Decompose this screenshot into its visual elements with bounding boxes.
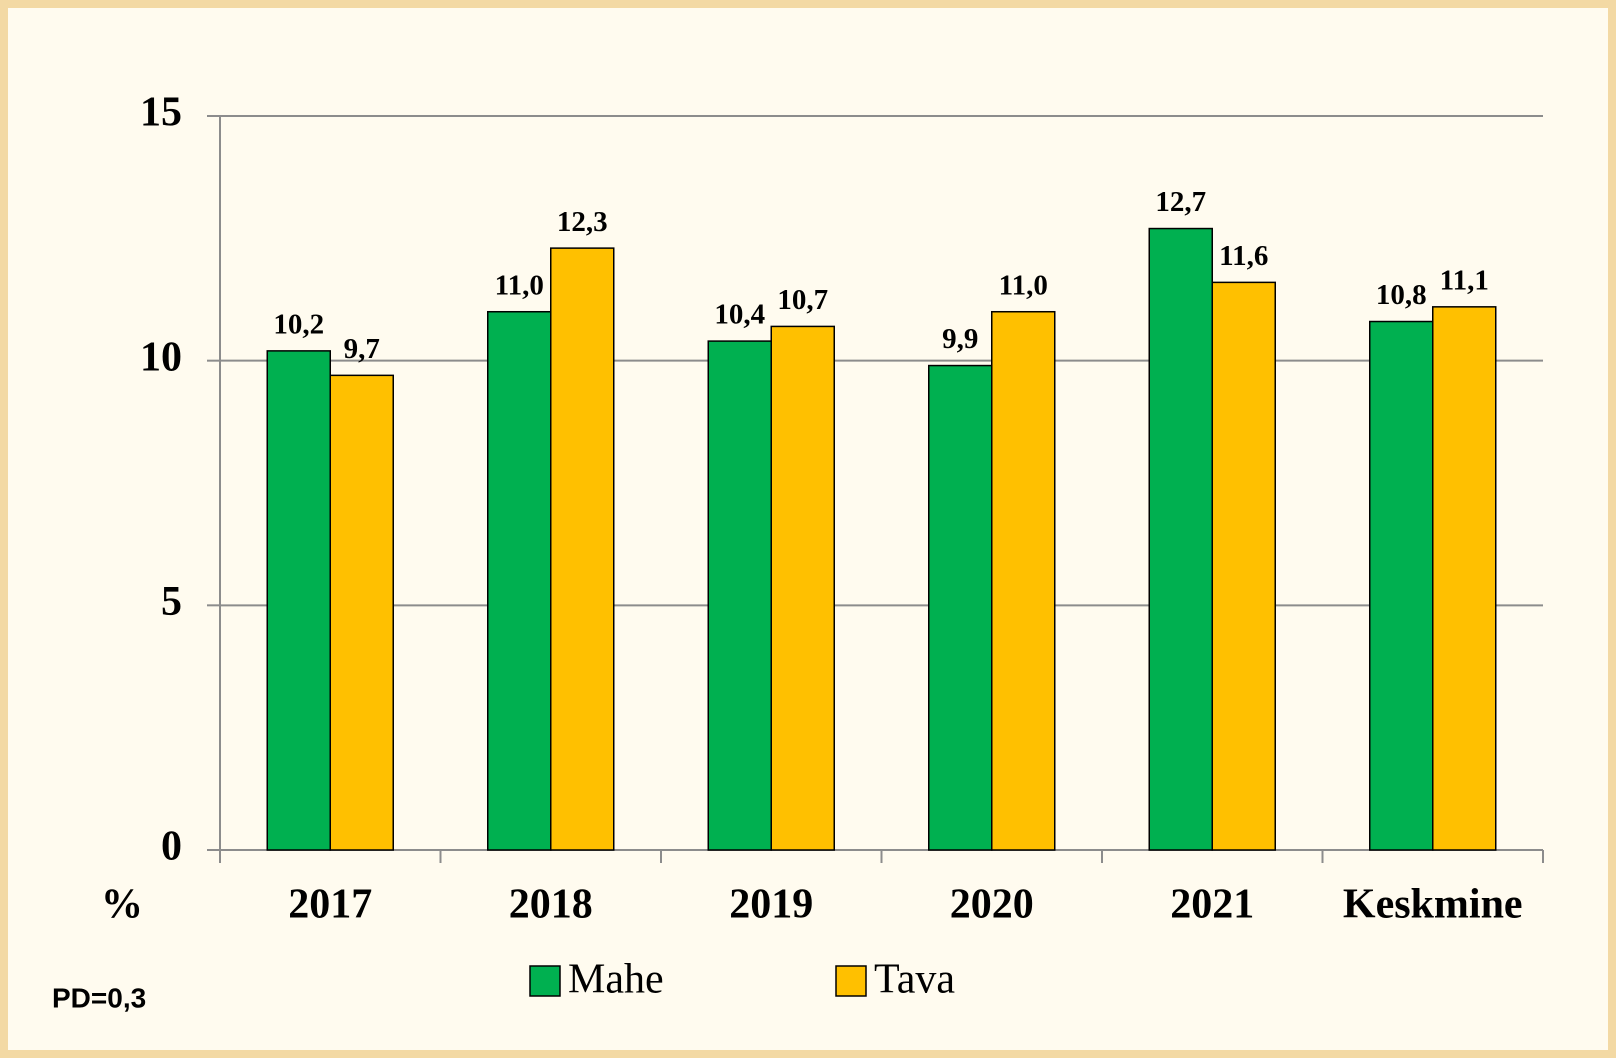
data-label: 9,9: [942, 323, 978, 355]
x-tick-label: 2021: [1170, 882, 1254, 928]
bar: [329, 374, 394, 851]
legend-swatch: [529, 965, 561, 997]
legend-swatch: [835, 965, 867, 997]
x-tick-label: 2019: [729, 882, 813, 928]
x-tick-label: 2018: [509, 882, 593, 928]
bar: [991, 310, 1056, 851]
data-label: 12,7: [1155, 186, 1206, 218]
bar: [550, 247, 615, 851]
y-tick-label: 15: [140, 90, 182, 136]
data-label: 10,4: [714, 299, 765, 331]
bar: [770, 325, 835, 851]
y-tick-label: 10: [140, 334, 182, 380]
data-label: 10,2: [273, 309, 324, 341]
data-label: 11,0: [495, 269, 544, 301]
y-axis-label: %: [101, 882, 143, 928]
bar: [266, 350, 331, 851]
data-label: 11,0: [999, 269, 1048, 301]
data-label: 11,1: [1440, 264, 1489, 296]
y-tick-label: 0: [161, 824, 182, 870]
data-label: 10,8: [1376, 279, 1427, 311]
annotation: PD=0,3: [52, 982, 146, 1013]
x-tick-label: 2017: [288, 882, 372, 928]
bar: [1148, 227, 1213, 851]
x-tick-label: 2020: [950, 882, 1034, 928]
data-label: 9,7: [344, 333, 380, 365]
bar: [1369, 320, 1434, 851]
x-tick-label: Keskmine: [1343, 882, 1523, 928]
legend-label: Tava: [874, 957, 955, 1003]
data-label: 12,3: [557, 206, 608, 238]
bar: [487, 310, 552, 851]
legend-label: Mahe: [568, 957, 664, 1003]
y-tick-label: 5: [161, 579, 182, 625]
bar: [928, 364, 993, 851]
data-label: 11,6: [1219, 240, 1268, 272]
data-label: 10,7: [777, 284, 828, 316]
bar: [1211, 281, 1276, 851]
bar: [707, 340, 772, 851]
bar: [1432, 306, 1497, 851]
